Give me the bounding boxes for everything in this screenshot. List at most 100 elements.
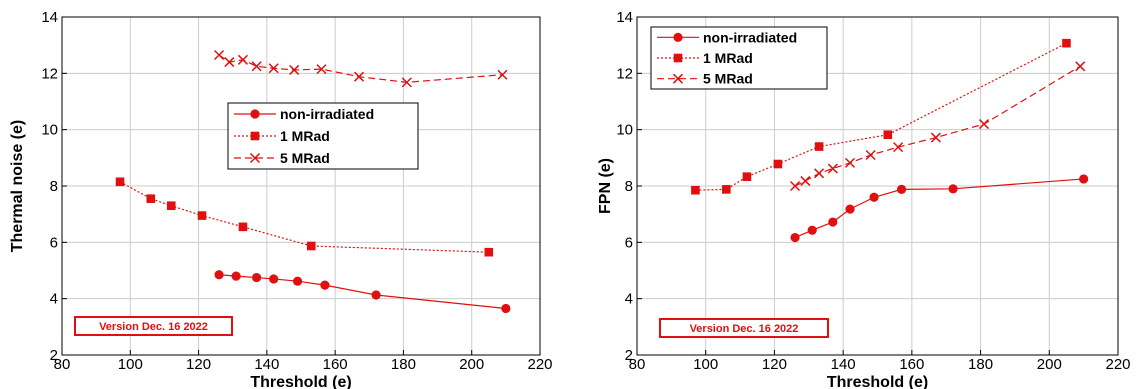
data-point	[844, 157, 856, 168]
legend: non-irradiated 1 MRad 5 MRad	[650, 26, 828, 90]
series-1-mrad	[115, 177, 494, 257]
data-point	[827, 163, 838, 174]
series-line	[794, 178, 1084, 239]
data-point	[214, 270, 224, 280]
version-stamp: Version Dec. 16 2022	[74, 316, 233, 336]
x-tick-label: 220	[1105, 356, 1130, 373]
y-tick-label: 14	[616, 9, 633, 26]
data-point	[289, 64, 300, 75]
data-point	[893, 142, 904, 153]
x-axis-title: Threshold (e)	[827, 374, 928, 389]
thermal-noise-chart: 80 100 120 140 160 180 200 220 2 4 6 8 10 12 14 Thresho…	[9, 9, 553, 389]
y-tick-label: 8	[625, 178, 633, 195]
series-5-mrad	[790, 61, 1086, 192]
x-tick-label: 140	[831, 356, 856, 373]
y-tick-label: 6	[625, 234, 633, 251]
legend-marker	[250, 109, 260, 119]
legend-marker	[249, 152, 261, 164]
legend-label: 1 MRad	[703, 50, 753, 66]
x-tick-label: 180	[968, 356, 993, 373]
data-point	[401, 77, 412, 88]
data-point	[978, 119, 990, 130]
legend-marker	[673, 32, 683, 42]
y-tick-label: 2	[625, 347, 633, 364]
data-point	[845, 204, 855, 214]
data-point	[1075, 61, 1086, 72]
data-point	[166, 201, 176, 211]
x-tick-label: 120	[186, 356, 211, 373]
data-point	[484, 247, 494, 257]
y-tick-label: 4	[50, 291, 58, 308]
data-point	[930, 132, 941, 143]
data-point	[354, 71, 365, 82]
data-point	[814, 168, 825, 179]
y-tick-label: 8	[50, 178, 58, 195]
x-tick-label: 140	[254, 356, 279, 373]
data-point	[238, 222, 248, 232]
series-5-mrad	[214, 49, 508, 88]
version-label: Version Dec. 16 2022	[690, 323, 799, 335]
data-point	[292, 276, 303, 286]
x-tick-label: 100	[693, 356, 718, 373]
data-point	[773, 159, 783, 169]
legend-marker	[250, 131, 260, 141]
data-point	[269, 274, 279, 284]
data-point	[896, 184, 907, 194]
y-axis-title: Thermal noise (e)	[9, 120, 26, 252]
legend-marker	[673, 53, 683, 63]
data-point	[790, 232, 800, 243]
data-point	[316, 64, 327, 75]
data-point	[497, 69, 508, 80]
data-point	[883, 130, 893, 140]
data-point	[814, 142, 824, 151]
data-point	[742, 172, 752, 182]
data-point	[800, 175, 811, 186]
data-point	[251, 61, 262, 72]
y-tick-label: 14	[41, 9, 58, 26]
data-point	[306, 241, 316, 251]
data-point	[869, 192, 879, 202]
fpn-chart: 80 100 120 140 160 180 200 220 2 4 6 8 10 12 14 Thresho…	[597, 9, 1131, 389]
series-non-irradiated	[214, 270, 511, 314]
data-point	[790, 180, 801, 192]
legend-label: non-irradiated	[280, 106, 374, 122]
x-tick-label: 180	[391, 356, 416, 373]
data-point	[1079, 174, 1089, 184]
y-axis-title: FPN (e)	[597, 158, 614, 214]
version-box	[74, 316, 233, 336]
data-point	[115, 177, 125, 187]
series-non-irradiated	[790, 174, 1089, 243]
x-tick-label: 80	[629, 356, 646, 373]
legend-label: 5 MRad	[280, 150, 330, 166]
series-line	[119, 181, 489, 253]
x-tick-label: 200	[1037, 356, 1062, 373]
series-line	[218, 54, 503, 83]
version-box	[659, 318, 829, 338]
version-stamp: Version Dec. 16 2022	[659, 318, 829, 338]
y-tick-label: 10	[41, 122, 58, 139]
x-axis-title: Threshold (e)	[250, 374, 351, 389]
data-point	[231, 271, 241, 281]
data-point	[268, 63, 279, 74]
x-tick-label: 160	[899, 356, 924, 373]
x-tick-label: 200	[459, 356, 484, 373]
x-tick-label: 120	[762, 356, 787, 373]
data-point	[501, 303, 511, 314]
data-point	[828, 217, 838, 227]
data-point	[371, 290, 381, 300]
legend-label: 1 MRad	[280, 128, 330, 144]
data-point	[197, 211, 207, 220]
data-point	[146, 194, 156, 203]
data-point	[1062, 38, 1071, 48]
data-point	[691, 185, 700, 195]
legend: non-irradiated 1 MRad 5 MRad	[227, 102, 419, 170]
y-tick-label: 2	[50, 347, 58, 364]
version-label: Version Dec. 16 2022	[99, 321, 208, 333]
series-line	[219, 274, 506, 310]
legend-marker	[672, 73, 684, 84]
data-point	[237, 54, 248, 65]
data-point	[320, 280, 330, 290]
x-tick-label: 80	[54, 356, 71, 373]
series-line	[794, 65, 1081, 187]
